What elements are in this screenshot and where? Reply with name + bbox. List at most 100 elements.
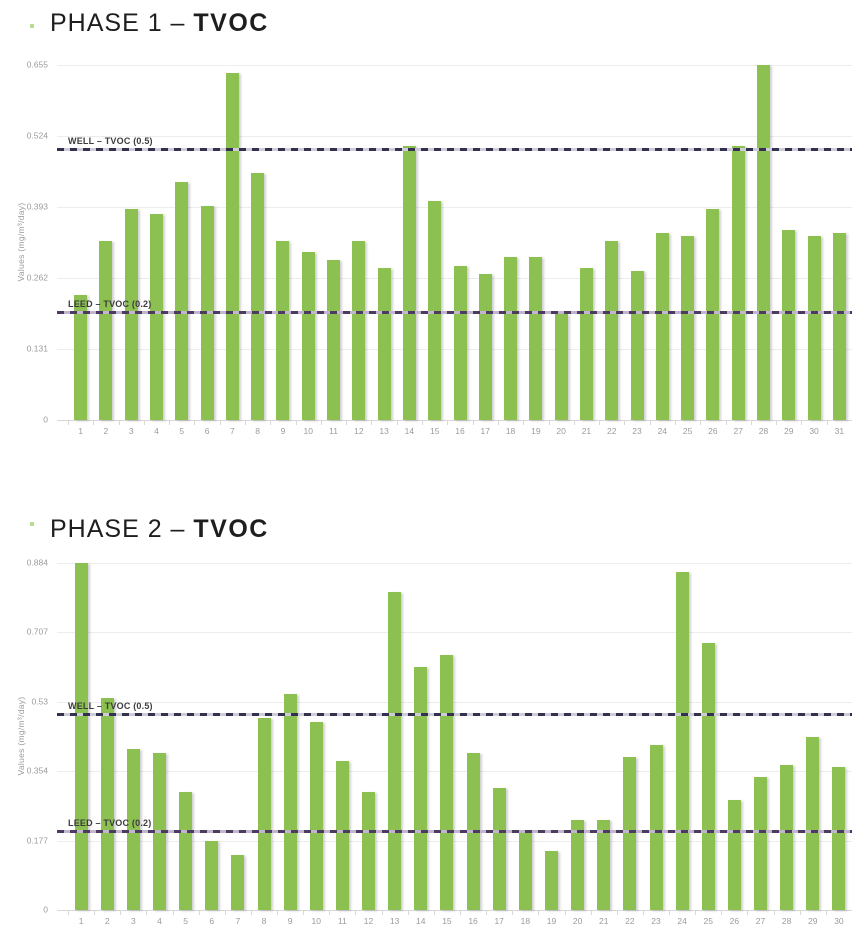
bar-day-2[interactable] bbox=[100, 698, 114, 910]
y-tick-label: 0.655 bbox=[26, 59, 48, 70]
bar-day-7[interactable] bbox=[225, 73, 239, 420]
bar-day-10[interactable] bbox=[309, 721, 323, 910]
bar-day-21[interactable] bbox=[597, 819, 611, 910]
x-tick-label: 5 bbox=[183, 916, 188, 926]
bar-day-30[interactable] bbox=[832, 766, 846, 910]
bar-day-1[interactable] bbox=[74, 295, 88, 420]
gridline bbox=[57, 632, 852, 634]
bar-day-26[interactable] bbox=[727, 800, 741, 910]
bar-day-27[interactable] bbox=[754, 776, 768, 910]
bar-day-25[interactable] bbox=[701, 643, 715, 910]
bar-day-2[interactable] bbox=[99, 241, 113, 420]
x-tick-label: 2 bbox=[103, 426, 109, 436]
bar-day-9[interactable] bbox=[276, 241, 290, 420]
bar-day-27[interactable] bbox=[731, 146, 745, 420]
ref-line-label: LEED – TVOC (0.2) bbox=[68, 818, 152, 829]
axis-tick bbox=[747, 911, 749, 915]
axis-tick bbox=[649, 421, 651, 425]
axis-tick bbox=[669, 911, 671, 915]
x-tick-label: 20 bbox=[572, 916, 583, 926]
axis-tick bbox=[94, 911, 96, 915]
bar-day-24[interactable] bbox=[675, 572, 689, 910]
axis-tick bbox=[433, 911, 435, 915]
bar-day-20[interactable] bbox=[571, 819, 585, 910]
bar-day-23[interactable] bbox=[630, 270, 644, 420]
axis-tick bbox=[700, 421, 702, 425]
axis-tick bbox=[801, 421, 803, 425]
bar-day-1[interactable] bbox=[74, 563, 88, 910]
bar-day-21[interactable] bbox=[579, 268, 593, 420]
bar-day-8[interactable] bbox=[251, 173, 265, 420]
bar-day-18[interactable] bbox=[518, 829, 532, 910]
bar-day-17[interactable] bbox=[478, 273, 492, 420]
bar-day-29[interactable] bbox=[806, 737, 820, 910]
bar-day-9[interactable] bbox=[283, 694, 297, 910]
x-tick-label: 12 bbox=[363, 916, 374, 926]
x-tick-label: 19 bbox=[531, 426, 541, 436]
bar-day-18[interactable] bbox=[504, 257, 518, 420]
bar-day-3[interactable] bbox=[126, 749, 140, 910]
bar-day-12[interactable] bbox=[352, 241, 366, 420]
x-tick-label: 4 bbox=[157, 916, 162, 926]
gridline bbox=[57, 701, 852, 703]
y-tick-label: 0.393 bbox=[26, 201, 48, 212]
bar-day-15[interactable] bbox=[428, 200, 442, 420]
axis-tick bbox=[674, 421, 676, 425]
x-tick-label: 15 bbox=[429, 426, 440, 436]
bar-day-5[interactable] bbox=[175, 181, 189, 420]
bar-day-14[interactable] bbox=[402, 146, 416, 420]
bar-day-23[interactable] bbox=[649, 745, 663, 910]
x-tick-label: 16 bbox=[455, 426, 465, 436]
bar-day-4[interactable] bbox=[150, 214, 164, 420]
x-tick-label: 23 bbox=[651, 916, 661, 926]
x-tick-label: 25 bbox=[682, 426, 693, 436]
bar-day-20[interactable] bbox=[554, 314, 568, 420]
bar-day-30[interactable] bbox=[807, 235, 821, 420]
bar-day-16[interactable] bbox=[453, 265, 467, 420]
chart-title-emphasis: TVOC bbox=[193, 515, 269, 543]
x-tick-label: 5 bbox=[179, 426, 185, 436]
bar-day-13[interactable] bbox=[377, 268, 391, 420]
bar-day-7[interactable] bbox=[231, 855, 245, 910]
bar-day-6[interactable] bbox=[205, 841, 219, 910]
x-tick-label: 12 bbox=[354, 426, 364, 436]
bar-day-24[interactable] bbox=[655, 233, 669, 420]
axis-tick bbox=[725, 421, 727, 425]
bar-day-26[interactable] bbox=[706, 208, 720, 420]
plot-area: 0.655 0.524 0.393 0.262 0.131 0 1 2 3 4 5 6 7 8 9 10 11 1… bbox=[27, 60, 852, 436]
y-tick-label: 0.53 bbox=[31, 696, 48, 707]
bar-day-28[interactable] bbox=[780, 764, 794, 910]
axis-tick bbox=[245, 421, 247, 425]
bar-day-25[interactable] bbox=[681, 235, 695, 420]
bar-day-15[interactable] bbox=[440, 654, 454, 910]
axis-tick bbox=[381, 911, 383, 915]
chart-title-prefix: PHASE 2 – bbox=[50, 515, 194, 543]
x-tick-label: 22 bbox=[625, 916, 635, 926]
axis-tick bbox=[355, 911, 357, 915]
bar-day-5[interactable] bbox=[179, 792, 193, 910]
bar-day-11[interactable] bbox=[335, 760, 349, 910]
bar-day-19[interactable] bbox=[529, 257, 543, 420]
bar-day-3[interactable] bbox=[124, 208, 138, 420]
bar-day-11[interactable] bbox=[327, 260, 341, 420]
bar-day-29[interactable] bbox=[782, 230, 796, 420]
axis-tick bbox=[825, 911, 827, 915]
axis-tick bbox=[460, 911, 461, 915]
bar-day-13[interactable] bbox=[388, 592, 402, 910]
axis-tick bbox=[512, 911, 514, 915]
bar-day-31[interactable] bbox=[832, 233, 846, 420]
chart-phase2-tvoc: PHASE 2 – TVOC Values (mg/m³/day) 0.884 0… bbox=[0, 498, 852, 934]
ref-line-leed bbox=[57, 830, 852, 834]
ref-line-label: LEED – TVOC (0.2) bbox=[68, 298, 152, 309]
bar-day-19[interactable] bbox=[544, 851, 558, 910]
bar-day-28[interactable] bbox=[756, 65, 770, 420]
x-tick-label: 21 bbox=[598, 916, 609, 926]
bar-day-17[interactable] bbox=[492, 788, 506, 910]
bar-day-10[interactable] bbox=[301, 252, 315, 420]
axis-tick bbox=[277, 911, 279, 915]
axis-tick bbox=[773, 911, 775, 915]
bar-day-22[interactable] bbox=[605, 241, 619, 420]
bar-day-12[interactable] bbox=[362, 792, 376, 910]
bar-day-14[interactable] bbox=[414, 666, 428, 910]
bar-day-8[interactable] bbox=[257, 717, 271, 910]
